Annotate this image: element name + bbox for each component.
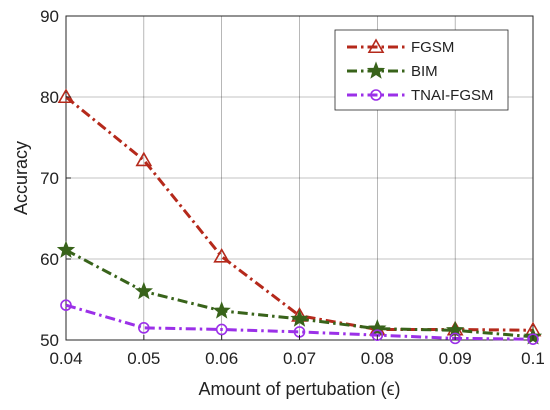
y-tick-label: 50 [40, 331, 59, 350]
legend-marker [367, 38, 385, 54]
x-tick-label: 0.1 [521, 349, 545, 368]
data-point [212, 301, 231, 319]
data-point [213, 247, 231, 263]
data-point [138, 322, 150, 334]
x-tick-label: 0.07 [283, 349, 316, 368]
data-point [60, 299, 72, 311]
x-axis-title: Amount of pertubation (ϵ) [198, 379, 400, 399]
legend-label: FGSM [411, 39, 454, 56]
legend-box [334, 29, 509, 111]
data-point [449, 332, 461, 345]
x-tick-label: 0.09 [439, 349, 472, 368]
data-point [368, 319, 387, 337]
data-point [57, 88, 75, 104]
data-point [135, 151, 153, 167]
data-point [215, 323, 228, 336]
y-tick-label: 60 [40, 250, 59, 269]
x-tick-label: 0.04 [49, 349, 82, 368]
y-tick-label: 90 [40, 7, 59, 26]
data-point [527, 333, 539, 345]
axis-ticks: 0.04 0.05 0.06 0.07 0.08 0.09 0.1 50 60 70 80 90 [40, 7, 545, 368]
legend-item: TNAI-FGSM [347, 87, 494, 104]
data-point [371, 329, 384, 341]
y-axis-title: Accuracy [11, 141, 31, 215]
legend-marker [366, 61, 386, 79]
legend-item: FGSM [347, 38, 454, 56]
y-tick-label: 70 [40, 169, 59, 188]
legend-label: BIM [411, 63, 438, 80]
legend: FGSM BIM TNAI-FGSM [334, 29, 509, 111]
data-point [134, 281, 153, 300]
series-bim [56, 240, 543, 345]
x-tick-label: 0.08 [361, 349, 394, 368]
legend-marker [370, 89, 382, 101]
data-point [290, 309, 309, 327]
legend-label: TNAI-FGSM [411, 87, 494, 104]
legend-item: BIM [347, 61, 438, 80]
y-tick-label: 80 [40, 88, 59, 107]
x-tick-label: 0.05 [127, 349, 160, 368]
x-tick-label: 0.06 [205, 349, 238, 368]
data-point [56, 240, 76, 258]
